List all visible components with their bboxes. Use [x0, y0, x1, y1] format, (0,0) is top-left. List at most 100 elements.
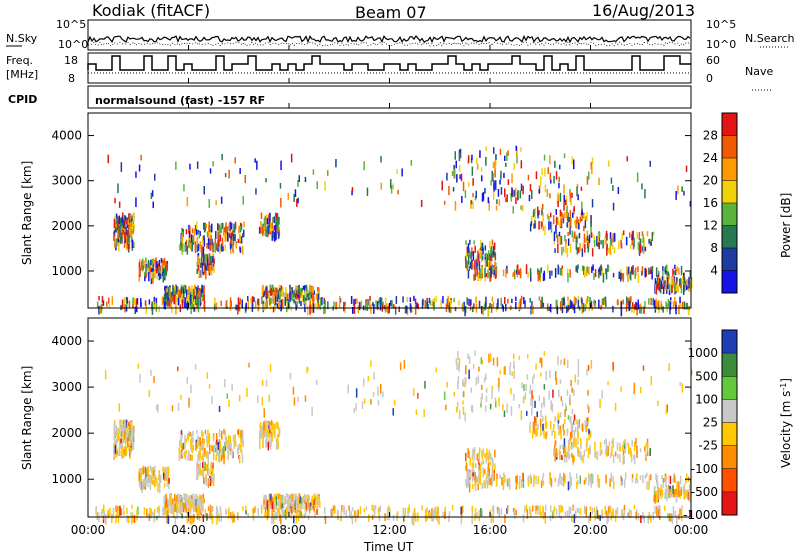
data-point	[156, 261, 158, 271]
data-point	[612, 437, 614, 448]
data-point	[577, 438, 579, 445]
data-point	[652, 298, 654, 306]
data-point	[629, 232, 631, 238]
data-point	[188, 504, 191, 512]
data-point	[181, 299, 184, 308]
data-point	[407, 512, 409, 518]
colorbar-tick-label: 24	[703, 151, 718, 165]
data-point	[158, 259, 161, 268]
data-point	[206, 231, 209, 238]
data-point	[336, 509, 339, 520]
data-point	[584, 419, 587, 430]
data-point	[578, 223, 580, 230]
data-point	[456, 174, 458, 183]
data-point	[270, 432, 273, 438]
data-point	[616, 442, 619, 451]
data-point	[186, 196, 189, 207]
data-point	[213, 445, 215, 454]
y-tick-label: 2000	[51, 219, 82, 233]
data-point	[147, 477, 149, 488]
data-point	[504, 188, 506, 198]
data-point	[200, 270, 203, 278]
data-point	[590, 232, 593, 238]
data-point	[260, 212, 263, 219]
data-point	[570, 380, 572, 387]
data-point	[273, 225, 276, 231]
data-point	[679, 381, 681, 386]
data-point	[495, 478, 498, 487]
data-point	[260, 422, 262, 431]
data-point	[612, 185, 614, 191]
data-point	[217, 231, 219, 241]
data-point	[128, 515, 130, 523]
data-point	[241, 430, 244, 441]
data-point	[347, 384, 349, 394]
data-point	[406, 296, 408, 303]
data-point	[123, 220, 125, 229]
data-point	[531, 398, 534, 409]
data-point	[516, 264, 519, 270]
data-point	[98, 296, 100, 301]
data-point	[478, 261, 481, 271]
data-point	[665, 489, 668, 499]
data-point	[173, 497, 175, 505]
data-point	[158, 266, 160, 273]
data-point	[167, 510, 169, 518]
data-point	[131, 504, 133, 509]
data-point	[548, 215, 550, 221]
data-point	[564, 212, 566, 218]
data-point	[562, 297, 564, 306]
data-point	[676, 483, 678, 489]
data-point	[484, 274, 486, 282]
data-point	[114, 239, 116, 248]
data-point	[605, 441, 608, 450]
nsky-tick-high: 10^5	[56, 18, 86, 31]
data-point	[217, 454, 220, 462]
data-point	[498, 199, 501, 206]
data-point	[644, 452, 647, 458]
data-point	[590, 224, 592, 235]
data-point	[478, 478, 481, 484]
data-point	[650, 474, 652, 481]
data-point	[102, 300, 105, 306]
data-point	[534, 220, 536, 225]
data-point	[563, 452, 566, 463]
data-point	[113, 422, 116, 428]
data-point	[541, 207, 543, 213]
data-point	[137, 363, 140, 369]
data-point	[550, 400, 552, 410]
data-point	[351, 190, 353, 196]
data-point	[489, 461, 491, 466]
data-point	[630, 453, 633, 463]
data-point	[577, 479, 579, 485]
data-point	[172, 288, 175, 297]
data-point	[637, 273, 640, 283]
data-point	[540, 300, 542, 308]
data-point	[651, 266, 654, 272]
data-point	[324, 181, 326, 191]
data-point	[260, 224, 262, 231]
data-point	[644, 474, 647, 479]
data-point	[577, 379, 579, 385]
data-point	[481, 266, 483, 274]
data-point	[129, 424, 131, 433]
data-point	[147, 513, 149, 518]
data-point	[479, 250, 481, 258]
data-point	[612, 475, 614, 482]
data-point	[458, 358, 461, 366]
data-point	[557, 478, 560, 487]
data-point	[556, 234, 559, 244]
data-point	[164, 467, 167, 474]
data-point	[493, 242, 496, 251]
data-point	[226, 440, 229, 449]
data-point	[557, 419, 560, 430]
data-point	[555, 448, 558, 458]
data-point	[397, 189, 399, 195]
data-point	[129, 429, 131, 434]
data-point	[586, 297, 588, 304]
data-point	[544, 515, 547, 524]
colorbar-tick-label: 8	[710, 241, 718, 255]
data-point	[201, 256, 203, 266]
data-point	[300, 497, 303, 504]
